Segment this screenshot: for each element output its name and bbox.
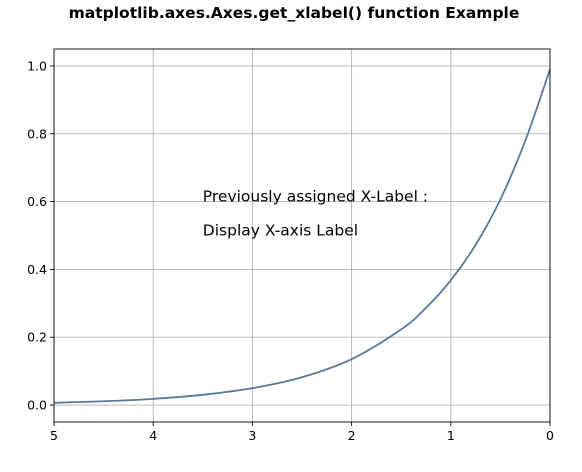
y-tick-label: 0.2 bbox=[27, 330, 47, 345]
series-line bbox=[53, 69, 551, 404]
tick-layer: 5 4 3 2 1 0 0.0 0.2 0.4 0.6 0.8 1.0 bbox=[27, 58, 554, 443]
x-tick-label: 0 bbox=[546, 428, 554, 443]
series-layer bbox=[53, 69, 551, 404]
chart-title: matplotlib.axes.Axes.get_xlabel() functi… bbox=[69, 4, 520, 22]
y-tick-label: 1.0 bbox=[27, 58, 47, 73]
annotation-layer: Previously assigned X-Label : Display X-a… bbox=[203, 188, 428, 240]
y-tick-label: 0.4 bbox=[27, 262, 47, 277]
annotation-text: Previously assigned X-Label : bbox=[203, 188, 428, 206]
y-tick-label: 0.6 bbox=[27, 194, 47, 209]
annotation-text: Display X-axis Label bbox=[203, 222, 358, 240]
y-tick-label: 0.0 bbox=[27, 398, 47, 413]
x-tick-label: 3 bbox=[248, 428, 256, 443]
x-tick-label: 1 bbox=[447, 428, 455, 443]
x-tick-label: 2 bbox=[348, 428, 356, 443]
x-tick-label: 4 bbox=[149, 428, 157, 443]
axes-frame bbox=[53, 48, 551, 423]
y-tick-label: 0.8 bbox=[27, 126, 47, 141]
x-tick-label: 5 bbox=[50, 428, 58, 443]
